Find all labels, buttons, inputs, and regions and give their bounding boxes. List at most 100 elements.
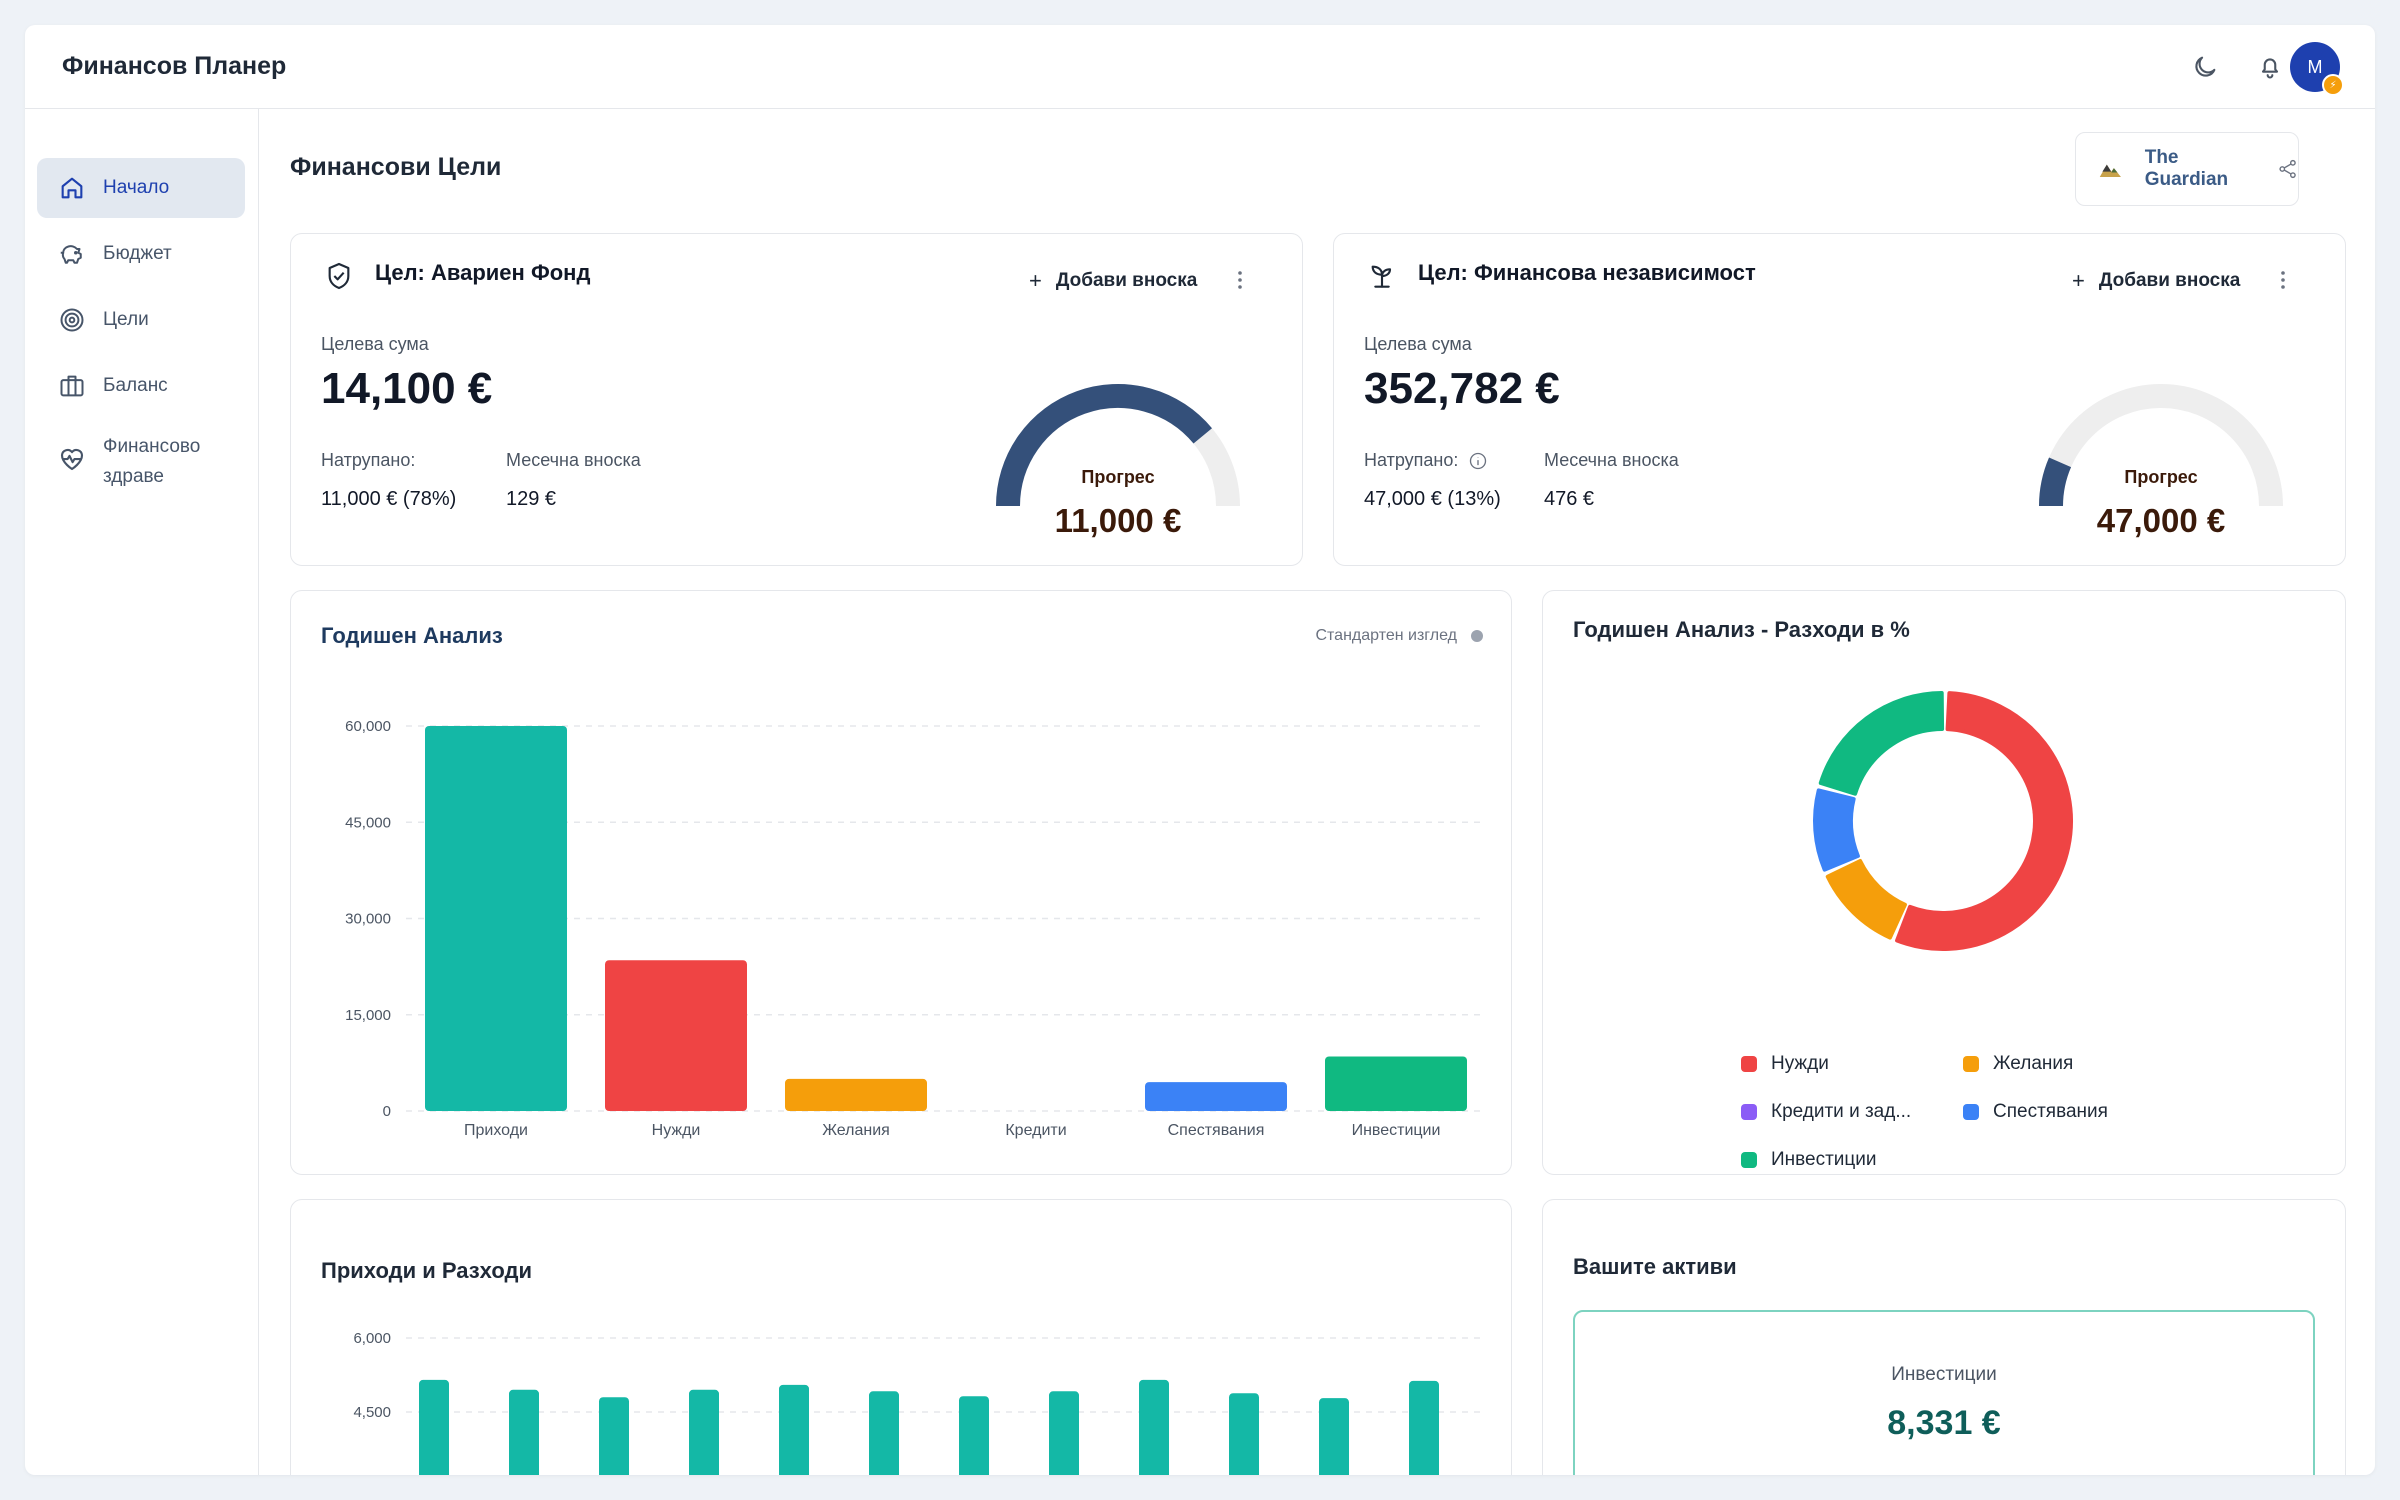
moon-icon [2195,56,2216,77]
legend-swatch [1963,1104,1979,1120]
monthly-label: Месечна вноска [506,450,641,470]
assets-card: Вашите активи Инвестиции 8,331 € [1542,1199,2346,1475]
legend-item[interactable]: Инвестиции [1741,1149,1877,1171]
legend-item[interactable]: Кредити и зад... [1741,1101,1911,1123]
sidebar-item-label-line2: здраве [103,466,164,487]
income-bar-4 [779,1384,809,1475]
sidebar-item-budget[interactable]: Бюджет [37,224,245,284]
heart-pulse-icon [60,449,84,471]
bar-5 [1325,1056,1467,1111]
target-amount: 14,100 € [321,364,493,413]
standard-view-toggle[interactable]: Стандартен изглед [1315,627,1483,645]
sidebar-item-home[interactable]: Начало [37,158,245,218]
gauge-track [2039,384,2283,507]
expenses-percent-card: Годишен Анализ - Разходи в % Нужди Желани… [1542,590,2346,1175]
add-contribution-button[interactable]: + Добави вноска [2072,268,2240,294]
add-contribution-label: Добави вноска [2098,270,2241,291]
legend-item[interactable]: Нужди [1741,1053,1829,1075]
sidebar-item-label: Баланс [103,375,168,396]
asset-investments-box[interactable]: Инвестиции 8,331 € [1573,1310,2315,1475]
asset-label: Инвестиции [1891,1364,1997,1385]
donut-slice-0 [1895,691,2073,951]
legend-item[interactable]: Желания [1963,1053,2073,1075]
income-bar-1 [509,1389,539,1475]
gauge-fill [2039,457,2072,507]
saved-label: Натрупано: [1364,450,1459,470]
y-tick-label: 45,000 [345,814,391,831]
bar-1 [605,960,747,1111]
income-bar-2 [599,1397,629,1475]
x-tick-label: Кредити [1005,1122,1066,1139]
sidebar-item-balance[interactable]: Баланс [37,356,245,416]
income-bar-0 [419,1379,449,1475]
annual-analysis-title: Годишен Анализ [321,623,503,648]
progress-label: Прогрес [2124,467,2198,487]
goal-card-emergency-fund: Цел: Авариен Фонд + Добави вноска Целева … [290,233,1303,566]
home-icon [61,177,83,199]
income-bar-7 [1049,1391,1079,1475]
target-label: Целева сума [1364,334,1472,354]
legend-item[interactable]: Спестявания [1963,1101,2108,1123]
progress-label: Прогрес [1081,467,1155,487]
legend-swatch [1741,1152,1757,1168]
sprout-icon [1364,258,1400,294]
income-expenses-card: Приходи и Разходи 3,000 4,500 6,000 [290,1199,1512,1475]
target-label: Целева сума [321,334,429,354]
saved-value: 47,000 € (13%) [1364,488,1501,510]
mountain-icon [2099,164,2121,177]
more-options-button[interactable] [1228,268,1252,292]
app-title: Финансов Планер [62,52,287,80]
monthly-label: Месечна вноска [1544,450,1679,470]
sidebar-item-label-line1: Финансово [103,436,201,457]
x-tick-label: Нужди [652,1122,701,1139]
income-bar-8 [1139,1379,1169,1475]
legend-label: Нужди [1771,1053,1829,1074]
saved-value: 11,000 € (78%) [321,488,457,510]
gauge-fill [996,384,1212,507]
sidebar-item-label: Начало [103,177,170,198]
info-icon[interactable] [1468,451,1488,471]
progress-gauge [2039,384,2283,507]
income-bar-6 [959,1396,989,1475]
y-tick-label: 0 [383,1103,391,1120]
x-tick-label: Инвестиции [1352,1122,1441,1139]
dark-mode-toggle[interactable] [2185,47,2225,87]
income-bar-10 [1319,1398,1349,1475]
progress-value: 11,000 € [1054,502,1182,539]
notifications-button[interactable] [2250,47,2290,87]
bar-2 [785,1078,927,1111]
profile-button[interactable]: The Guardian [2075,132,2299,206]
saved-label: Натрупано: [321,450,416,470]
goal-card-financial-independence: Цел: Финансова независимост + Добави внос… [1333,233,2346,566]
income-expenses-title: Приходи и Разходи [321,1258,532,1283]
add-contribution-button[interactable]: + Добави вноска [1029,268,1197,294]
income-bar-5 [869,1391,899,1475]
y-tick-label: 6,000 [353,1330,391,1347]
sidebar-item-financial-health[interactable]: Финансово здраве [37,422,245,496]
goal-title: Цел: Авариен Фонд [375,260,591,285]
sidebar-item-label: Цели [103,309,149,330]
page-title: Финансови Цели [290,153,502,181]
y-tick-label: 30,000 [345,911,391,928]
donut-slice-4 [1818,691,1945,796]
toggle-dot-icon [1471,630,1483,642]
income-bar-3 [689,1389,719,1475]
kebab-menu-icon [1238,271,1242,289]
assets-title: Вашите активи [1573,1254,1737,1279]
badge-bolt-icon: ⚡ [2322,74,2344,96]
plus-icon: + [1029,268,1042,293]
more-options-button[interactable] [2271,268,2295,292]
bar-4 [1145,1082,1287,1111]
expenses-percent-title: Годишен Анализ - Разходи в % [1573,617,1910,642]
progress-value: 47,000 € [2096,502,2226,539]
monthly-value: 129 € [506,488,557,510]
legend-label: Желания [1993,1053,2074,1074]
sidebar-item-goals[interactable]: Цели [37,290,245,350]
plus-icon: + [2072,268,2085,293]
user-avatar[interactable]: M [2290,42,2340,92]
shield-check-icon [321,258,357,294]
legend-swatch [1741,1104,1757,1120]
share-icon[interactable] [2277,157,2298,181]
y-tick-label: 4,500 [353,1404,391,1421]
monthly-value: 476 € [1544,488,1595,510]
